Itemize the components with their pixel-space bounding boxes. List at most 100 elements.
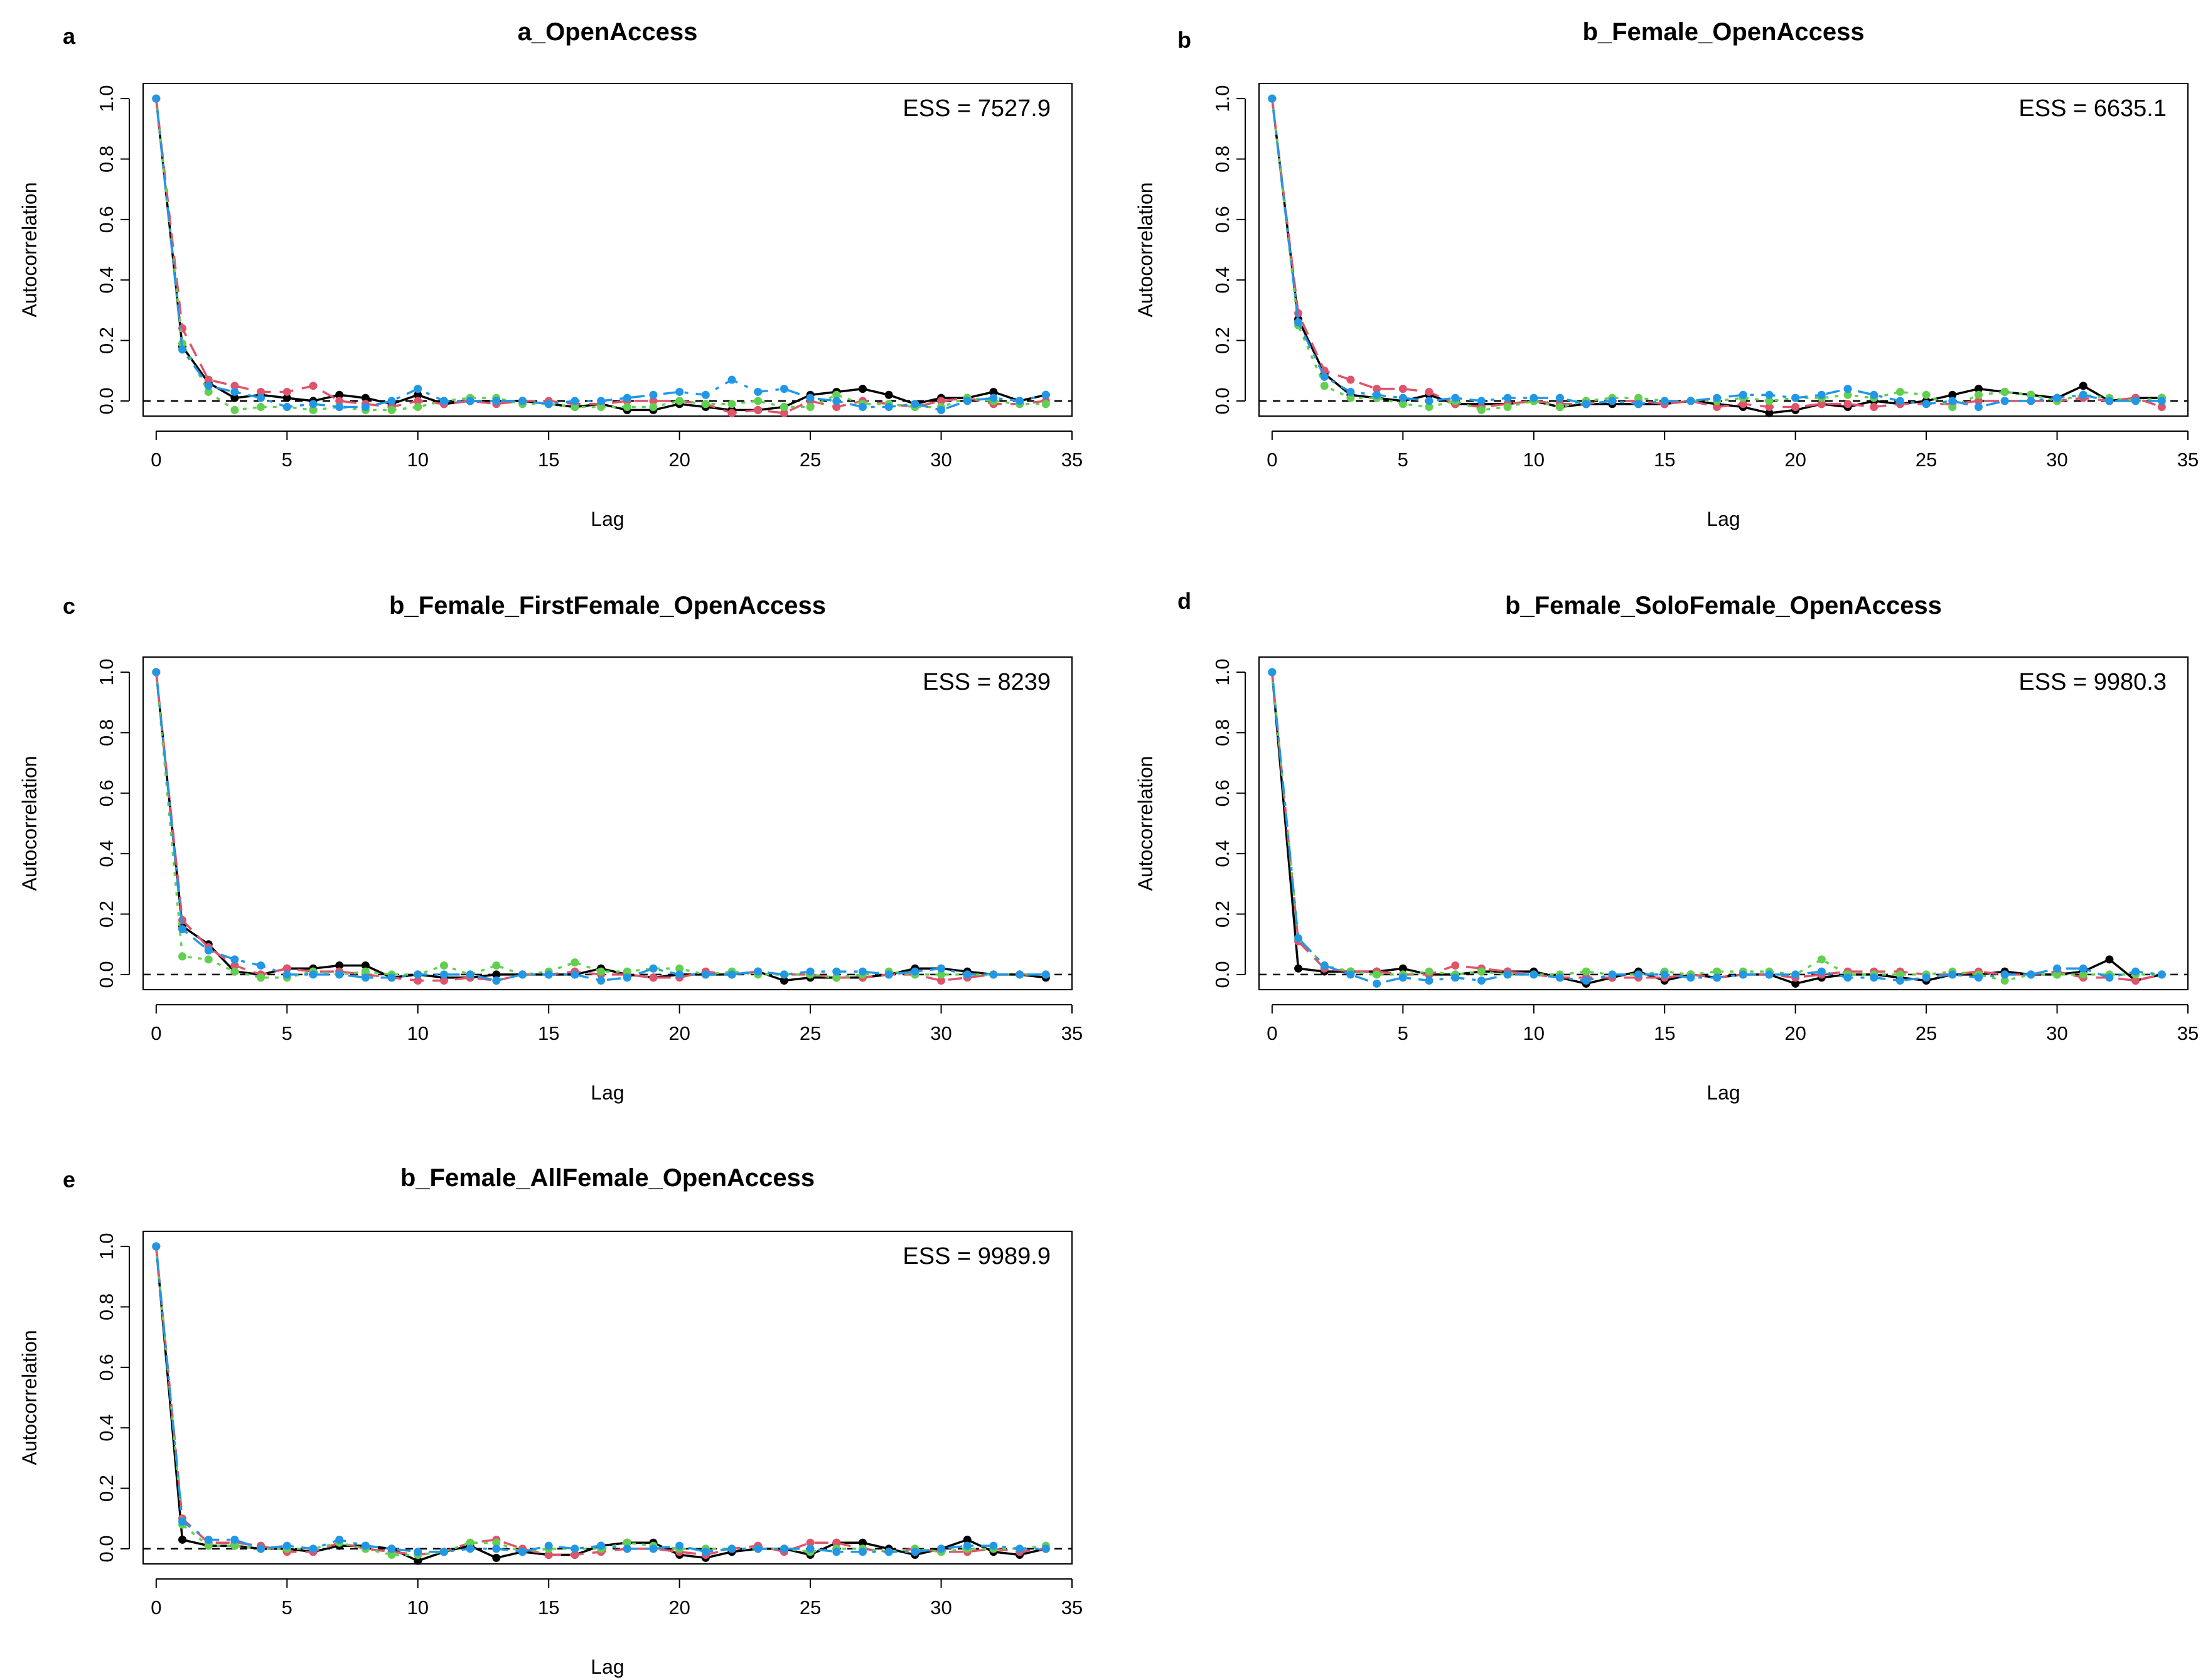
acf-point [571,1551,579,1560]
x-tick-label: 25 [1916,1022,1937,1044]
acf-point [963,970,972,979]
acf-point [361,1541,370,1550]
acf-point [466,1538,474,1547]
acf-point [492,970,501,979]
chain-line [1271,671,2162,985]
plot-frame [142,656,1073,990]
y-axis-label: Autocorrelation [18,756,41,891]
panel-title: b_Female_AllFemale_OpenAccess [400,1164,815,1192]
acf-point [911,1548,919,1556]
acf-point [597,1541,606,1550]
acf-point [2157,403,2166,412]
acf-point [727,970,736,979]
chain-line [1271,671,2162,982]
x-tick-label: 5 [1398,1022,1408,1044]
chain-line [1271,671,2162,985]
acf-point [623,973,631,982]
acf-point [1451,961,1460,970]
acf-point [361,973,370,982]
acf-point [1346,375,1355,384]
acf-point [1425,403,1434,412]
acf-point [1530,393,1538,402]
acf-point [806,393,815,402]
acf-point [230,967,239,976]
acf-point [2027,397,2035,405]
chain-series-3 [152,1242,1050,1560]
acf-point [754,387,763,396]
x-tick-label: 25 [1916,449,1937,471]
acf-point [2131,967,2140,976]
y-axis-label: Autocorrelation [18,1330,41,1465]
plot-frame [142,1231,1073,1565]
y-tick-label: 0.6 [95,779,117,806]
acf-point [1922,400,1931,409]
acf-point [963,1535,972,1544]
acf-point [858,967,867,976]
acf-point [492,976,501,985]
chain-line [155,98,1046,412]
x-tick-label: 0 [1267,1022,1277,1044]
acf-point [1713,393,1722,402]
acf-point [1974,385,1983,393]
plot-frame [1258,83,2189,417]
plot-frame [142,83,1073,417]
acf-point [1765,403,1774,412]
y-tick-label: 0.0 [95,961,117,988]
acf-point [2079,964,2087,973]
acf-point [1713,967,1722,976]
acf-point [1503,393,1512,402]
acf-point [701,400,710,409]
acf-point [414,970,422,979]
x-tick-label: 0 [151,1022,161,1044]
acf-point [1373,385,1381,393]
acf-panel-c: c b_Female_FirstFemale_OpenAccess 0 5 10 15 20… [18,592,1083,1104]
acf-point [439,961,448,970]
acf-point [1713,403,1722,412]
acf-point [2079,382,2087,390]
acf-point [2157,397,2166,405]
acf-point [309,970,318,979]
y-tick-label: 0.6 [95,206,117,233]
acf-point [1870,973,1878,982]
acf-point [492,961,501,970]
y-axis-label: Autocorrelation [1134,182,1157,317]
y-tick-label: 0.8 [1211,719,1233,746]
y-tick-label: 1.0 [95,659,117,686]
chain-series-1 [152,668,1050,985]
acf-point [414,390,422,399]
y-tick-label: 0.8 [95,719,117,746]
y-axis-label: Autocorrelation [1134,756,1157,891]
chain-line [155,98,1046,414]
acf-point [1817,967,1826,976]
chain-line [1271,98,2162,409]
acf-point [780,970,788,979]
chain-series-3 [1268,94,2166,414]
chain-line [155,671,1046,982]
x-tick-label: 10 [407,1597,429,1618]
acf-point [1268,668,1277,677]
panel-letter: a [63,23,76,49]
acf-point [989,387,998,396]
x-tick-label: 20 [668,449,690,471]
acf-point [2027,390,2035,399]
acf-point [204,375,213,384]
acf-point [2000,387,2009,396]
acf-point [1634,400,1643,409]
x-axis-label: Lag [591,1081,624,1104]
acf-point [2053,393,2062,402]
acf-point [727,409,736,417]
acf-point [1791,393,1800,402]
acf-point [1948,970,1957,979]
x-tick-label: 35 [2177,1022,2199,1044]
x-tick-label: 30 [930,1022,951,1044]
acf-point [1041,400,1050,409]
acf-point [754,405,763,414]
acf-point [1817,390,1826,399]
acf-point [806,967,815,976]
acf-point [230,961,239,970]
acf-point [727,400,736,409]
acf-point [1041,1544,1050,1553]
chain-series-2 [1268,94,2166,412]
acf-point [1974,397,1983,405]
acf-point [937,405,946,414]
